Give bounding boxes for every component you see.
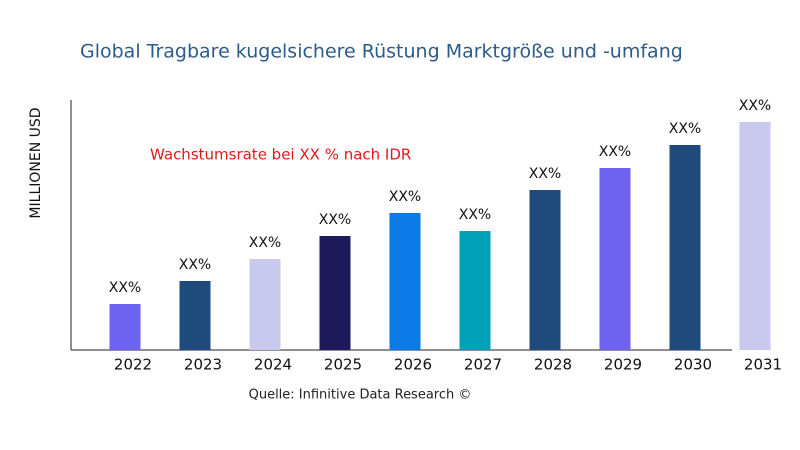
annotation: Wachstumsrate bei XX % nach IDR [150, 146, 411, 164]
x-tick-label: 2031 [744, 356, 782, 374]
x-tick-label: 2029 [604, 356, 642, 374]
bar [249, 259, 281, 350]
x-tick-label: 2025 [324, 356, 362, 374]
bar [739, 122, 771, 350]
value-label: XX% [109, 280, 141, 296]
bar [109, 304, 141, 350]
value-label: XX% [529, 166, 561, 182]
bar [669, 145, 701, 350]
x-tick-label: 2023 [184, 356, 222, 374]
x-tick-label: 2024 [254, 356, 292, 374]
x-tick-label: 2026 [394, 356, 432, 374]
bar [319, 236, 351, 350]
x-tick-label: 2028 [534, 356, 572, 374]
x-tick-label: 2030 [674, 356, 712, 374]
bar [179, 281, 211, 350]
value-label: XX% [459, 207, 491, 223]
bar [389, 213, 421, 350]
value-label: XX% [389, 189, 421, 205]
value-label: XX% [669, 121, 701, 137]
x-tick-label: 2022 [114, 356, 152, 374]
value-label: XX% [599, 144, 631, 160]
x-tick-label: 2027 [464, 356, 502, 374]
value-label: XX% [319, 212, 351, 228]
value-label: XX% [739, 98, 771, 114]
bar [459, 231, 491, 350]
value-label: XX% [249, 235, 281, 251]
y-axis-label: MILLIONEN USD [28, 107, 44, 218]
chart-title: Global Tragbare kugelsichere Rüstung Mar… [80, 41, 683, 63]
value-label: XX% [179, 257, 211, 273]
source: Quelle: Infinitive Data Research © [249, 388, 472, 403]
bar [529, 190, 561, 350]
bar [599, 168, 631, 350]
